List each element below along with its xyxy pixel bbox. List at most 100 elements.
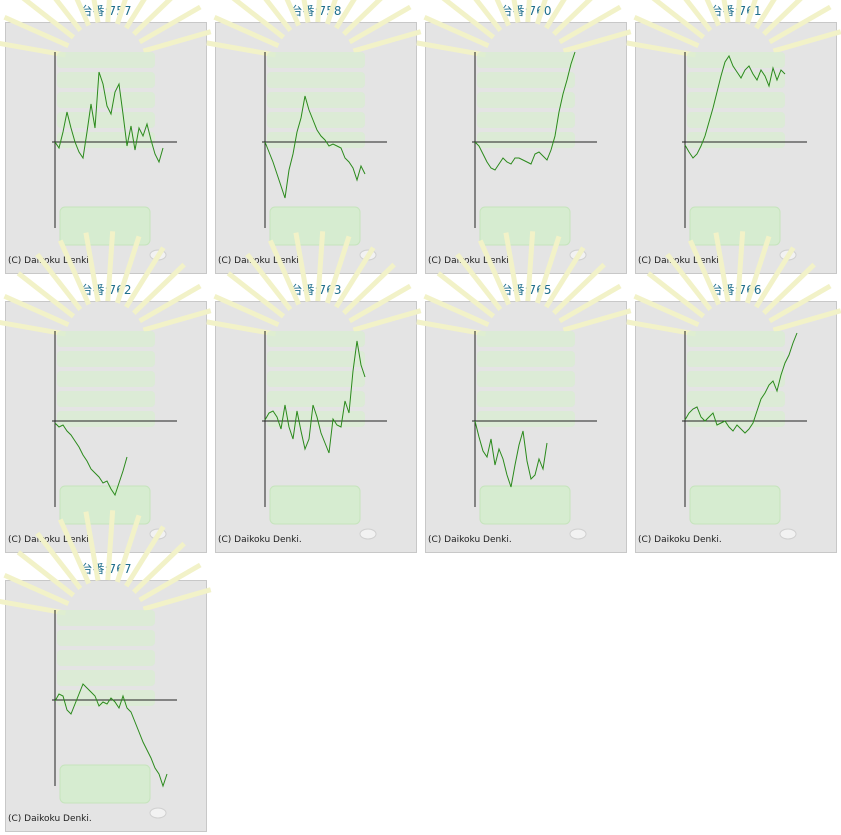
decor-ray <box>53 0 83 33</box>
graph-panel: 台番:760(C) Daikoku Denki. <box>416 0 632 274</box>
graph-panel: 台番:762(C) Daikoku Denki. <box>0 231 212 553</box>
decor-ray <box>503 232 521 303</box>
decor-tray <box>59 206 151 246</box>
decor-block <box>477 391 575 407</box>
decor-ray <box>35 531 83 591</box>
decor-ray <box>683 0 713 33</box>
decor-block <box>57 72 155 88</box>
graph-line <box>54 683 168 788</box>
decor-ray <box>525 0 532 23</box>
decor-ray <box>416 319 487 337</box>
decor-ray <box>74 0 92 27</box>
decor-ray <box>562 308 632 333</box>
decor-ray <box>132 0 173 37</box>
decor-ray <box>558 4 622 45</box>
graph-line <box>684 332 798 434</box>
graph-line <box>474 51 576 171</box>
decor-block <box>477 92 575 108</box>
graph-panel: 台番:765(C) Daikoku Denki. <box>416 231 632 553</box>
decor-ray <box>735 0 742 23</box>
decor-tray <box>689 206 781 246</box>
decor-block <box>477 371 575 387</box>
decor-block <box>57 670 155 686</box>
decor-ray <box>772 29 841 54</box>
decor-ray <box>646 271 706 319</box>
graph-line <box>474 420 548 488</box>
decor-ray <box>315 231 326 302</box>
decor-ray <box>293 232 311 303</box>
decor-ray <box>342 0 383 37</box>
decor-block <box>267 391 365 407</box>
decor-ray <box>713 232 731 303</box>
decor-block <box>267 132 365 148</box>
decor-block <box>477 52 575 68</box>
decor-ray <box>114 0 128 25</box>
copyright: (C) Daikoku Denki. <box>8 535 92 545</box>
decor-block <box>477 351 575 367</box>
decor-ray <box>83 232 101 303</box>
decor-ray <box>105 0 112 23</box>
decor-ray <box>142 587 212 612</box>
decor-tray <box>59 764 151 804</box>
decor-ray <box>3 293 70 328</box>
decor-block <box>477 72 575 88</box>
decor-ray <box>455 252 503 312</box>
decor-ray <box>3 572 70 607</box>
decor-ray <box>132 541 186 595</box>
decor-ray <box>83 511 101 582</box>
decor-ray <box>142 29 212 54</box>
decor-ray <box>534 0 548 25</box>
decor-coin <box>359 528 377 540</box>
decor-block <box>477 411 575 427</box>
graph-line <box>684 54 786 159</box>
decor-ray <box>436 271 496 319</box>
decor-block <box>57 690 155 706</box>
decor-ray <box>768 283 832 324</box>
decor-block <box>57 52 155 68</box>
decor-ray <box>348 283 412 324</box>
decor-ray <box>525 231 536 302</box>
decor-block <box>57 132 155 148</box>
copyright: (C) Daikoku Denki. <box>428 256 512 266</box>
decor-ray <box>744 0 758 25</box>
decor-ray <box>0 319 67 337</box>
graph-panel: 台番:766(C) Daikoku Denki. <box>626 231 841 553</box>
decor-tray <box>479 206 571 246</box>
decor-block <box>57 371 155 387</box>
graph-panel: 台番:763(C) Daikoku Denki. <box>206 231 422 553</box>
decor-ray <box>352 29 422 54</box>
decor-ray <box>138 283 202 324</box>
decor-block <box>57 351 155 367</box>
copyright: (C) Daikoku Denki. <box>638 256 722 266</box>
decor-ray <box>213 14 280 49</box>
decor-ray <box>114 514 142 583</box>
decor-ray <box>511 0 521 24</box>
decor-ray <box>704 0 722 27</box>
decor-block <box>687 92 785 108</box>
decor-ray <box>91 0 101 24</box>
decor-block <box>477 112 575 128</box>
decor-ray <box>132 262 186 316</box>
decor-ray <box>124 0 147 30</box>
decor-block <box>57 411 155 427</box>
decor-block <box>687 371 785 387</box>
graph-line <box>54 422 128 497</box>
decor-block <box>267 92 365 108</box>
decor-ray <box>562 29 632 54</box>
decor-ray <box>651 0 706 40</box>
decor-ray <box>284 0 302 27</box>
decor-tray <box>479 485 571 525</box>
decor-ray <box>416 40 487 58</box>
decor-ray <box>0 598 67 616</box>
decor-ray <box>213 293 280 328</box>
decor-ray <box>352 308 422 333</box>
copyright: (C) Daikoku Denki. <box>218 256 302 266</box>
decor-ray <box>558 283 622 324</box>
decor-ray <box>473 0 503 33</box>
decor-ray <box>142 308 212 333</box>
decor-ray <box>206 319 277 337</box>
decor-block <box>267 411 365 427</box>
decor-ray <box>138 562 202 603</box>
decor-ray <box>626 319 697 337</box>
